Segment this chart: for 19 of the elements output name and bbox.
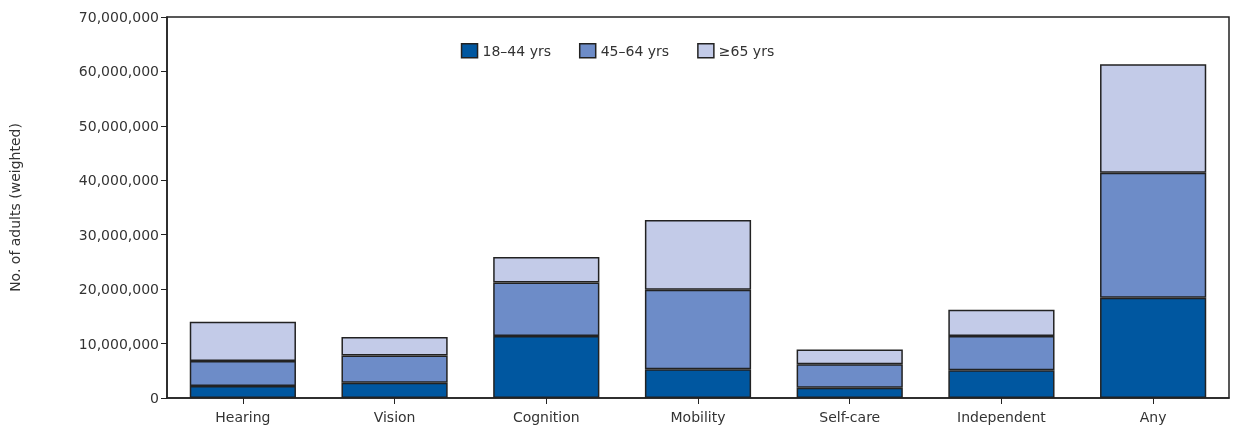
y-axis-title: No. of adults (weighted) (7, 123, 23, 292)
x-tick-label: Mobility (670, 409, 726, 425)
legend-label: 45–64 yrs (600, 42, 670, 59)
y-tick-label: 70,000,000 (78, 9, 159, 25)
y-tick-label: 50,000,000 (78, 117, 159, 134)
y-tick-label: 20,000,000 (78, 281, 159, 298)
x-tick-label: Vision (373, 409, 416, 425)
x-tick-label: Any (1139, 409, 1167, 425)
y-tick-label: 40,000,000 (78, 172, 159, 189)
x-tick-label: Hearing (215, 409, 271, 425)
y-tick-label: 10,000,000 (78, 335, 159, 352)
legend-label: ≥65 yrs (718, 42, 775, 59)
legend-label: 18–44 yrs (482, 42, 551, 59)
x-tick-label: Self-care (819, 409, 881, 425)
y-tick-label: 60,000,000 (78, 63, 159, 80)
x-tick-label: Cognition (512, 409, 580, 425)
y-tick-label: 0 (150, 390, 159, 406)
x-tick-label: Independent (957, 409, 1047, 425)
y-tick-label: 30,000,000 (78, 226, 159, 243)
